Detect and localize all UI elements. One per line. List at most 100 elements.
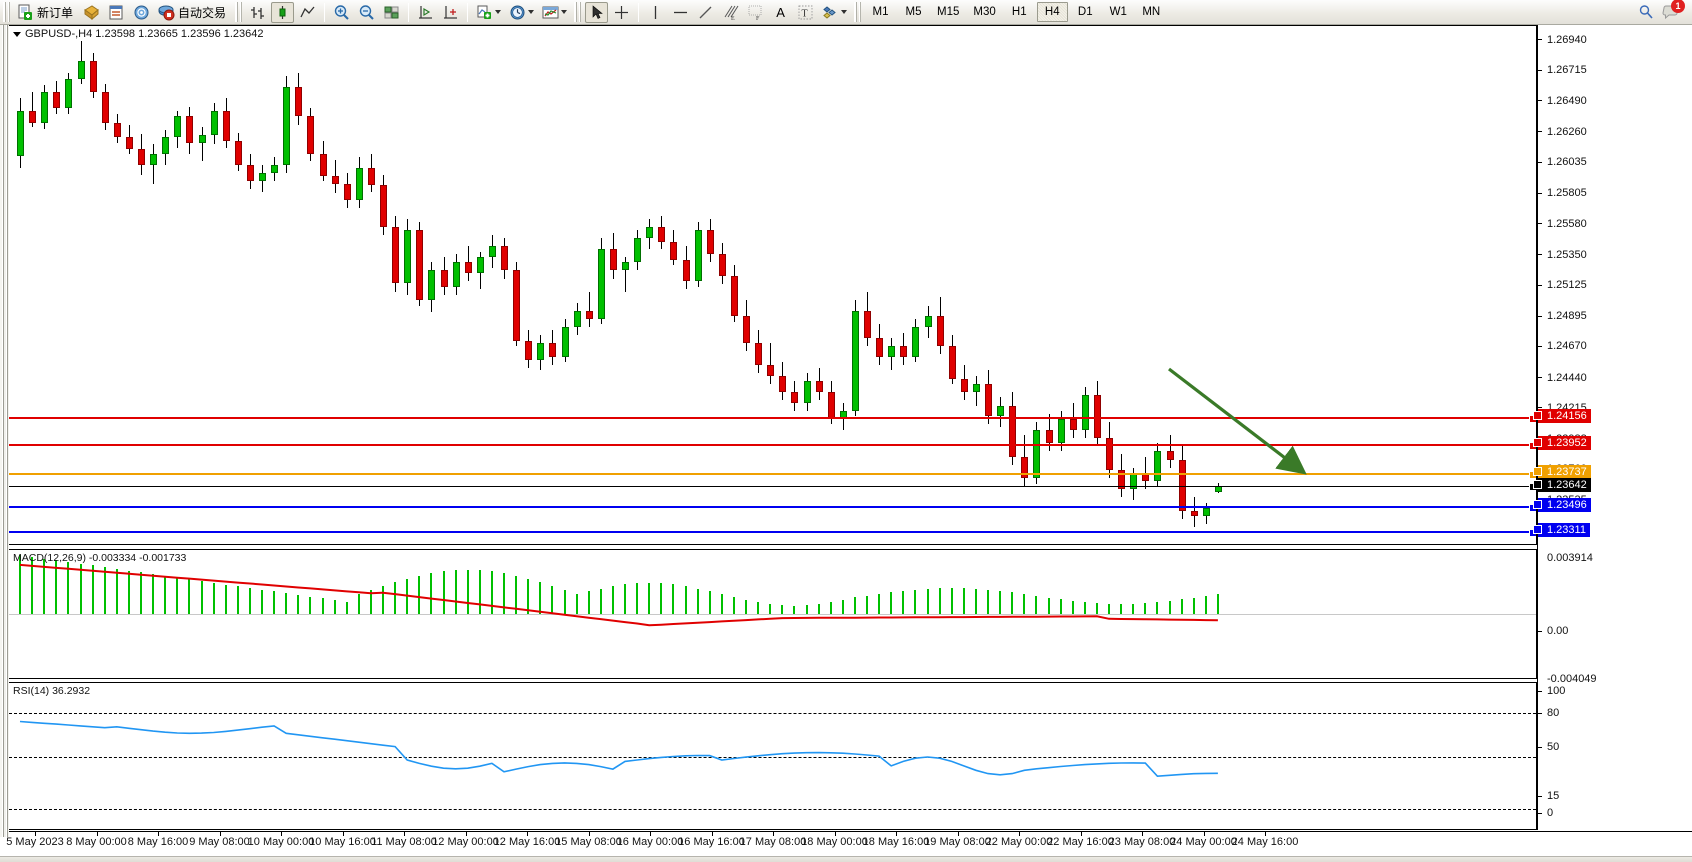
support-line-2[interactable] [9,529,1536,537]
timeframe-h4-button[interactable]: H4 [1036,2,1068,22]
line-chart-button[interactable] [296,2,319,23]
timeframe-h1-button[interactable]: H1 [1011,6,1027,18]
current-price-line-handle[interactable] [1529,483,1536,492]
periods-button[interactable] [506,2,537,23]
chart-shift-icon [442,4,459,21]
toolbar-grip-1[interactable] [3,2,10,22]
badge-handle[interactable] [1533,467,1542,477]
candle-body [513,270,521,341]
resistance-line-1-handle[interactable] [1529,414,1536,423]
toolbar-grip-4[interactable] [854,2,862,22]
price-scale[interactable]: 1.26940 1.26715 1.26490 1.26260 1.26035 1.258… [1533,25,1692,830]
candlestick [985,370,992,425]
time-label: 8 May 16:00 [127,836,189,848]
support-line-1-handle[interactable] [1529,504,1536,513]
toolbar-grip-3[interactable] [574,2,582,22]
tile-windows-button[interactable] [380,2,403,23]
resistance-line-2-badge[interactable]: 1.23952 [1533,436,1591,451]
resistance-line-1-badge[interactable]: 1.24156 [1533,408,1591,423]
candlestick [392,216,400,293]
badge-handle[interactable] [1533,410,1542,420]
tick-dash [1538,812,1542,814]
text-label-button[interactable]: T [794,2,817,23]
navigator-button[interactable] [130,2,153,23]
chart-title-caret-icon[interactable] [13,31,21,37]
price-chart-pane[interactable]: GBPUSD-,H4 1.23598 1.23665 1.23596 1.236… [9,25,1537,545]
rsi-indicator-pane[interactable]: RSI(14) 36.2932 [9,682,1537,830]
badge-handle[interactable] [1533,438,1542,448]
chart-left-grip[interactable] [0,25,9,837]
chart-shift-button[interactable] [439,2,462,23]
rsi-level-50 [9,757,1536,758]
candle-body [488,246,496,257]
badge-handle[interactable] [1533,480,1542,490]
macd-indicator-pane[interactable]: MACD(12,26,9) -0.003334 -0.001733 [9,549,1537,679]
chat-notification-button[interactable]: 1 [1659,0,1685,23]
new-order-button[interactable]: 新订单 [14,2,78,23]
entry-line[interactable] [9,471,1536,480]
timeframe-m30-button[interactable]: M30 [973,6,996,18]
text-button[interactable]: A [769,2,792,23]
timeframe-m1-button[interactable]: M1 [872,6,889,18]
indicators-button[interactable] [473,2,504,23]
cursor-button[interactable] [585,1,609,23]
fibonacci-button[interactable]: E [719,2,742,23]
badge-handle[interactable] [1533,500,1542,510]
objects-dropdown-caret[interactable] [841,10,848,14]
macd-histogram-bar [527,578,530,614]
data-window-button[interactable] [105,2,128,23]
support-line-1-badge[interactable]: 1.23496 [1533,498,1591,513]
current-price-line[interactable] [9,483,1536,492]
price-tick: 1.24670 [1538,340,1587,352]
time-tick [896,832,897,836]
toolbar-grip-2[interactable] [235,2,243,22]
support-line-2-handle[interactable] [1529,529,1536,537]
support-line-2-badge[interactable]: 1.23311 [1533,523,1590,537]
macd-histogram-bar [224,584,227,614]
macd-histogram-bar [1059,599,1062,614]
macd-histogram-bar [1132,603,1135,614]
templates-dropdown-caret[interactable] [561,10,568,14]
auto-scroll-button[interactable] [414,2,437,23]
tick-dash [1538,407,1542,409]
candlestick [779,362,787,401]
crosshair-button[interactable] [610,2,633,23]
candlestick-chart-button[interactable] [271,1,295,23]
price-tick: 1.26490 [1538,95,1587,107]
templates-button[interactable] [539,2,570,23]
entry-line-badge[interactable]: 1.23737 [1533,465,1591,480]
resistance-line-1[interactable] [9,414,1536,423]
timeframe-m15-button[interactable]: M15 [937,6,960,18]
badge-handle[interactable] [1533,525,1542,534]
resistance-line-2[interactable] [9,442,1536,451]
candle-body [355,167,363,201]
entry-line-handle[interactable] [1529,471,1536,480]
macd-histogram-bar [382,585,384,614]
trendline-button[interactable] [694,2,717,23]
market-watch-button[interactable] [80,2,103,23]
bar-chart-button[interactable] [246,2,269,23]
badge-value: 1.23737 [1547,466,1587,479]
auto-trading-button[interactable]: 自动交易 [155,2,231,23]
zoom-in-button[interactable] [330,2,353,23]
resistance-line-2-handle[interactable] [1529,442,1536,451]
timeframe-mn-button[interactable]: MN [1142,6,1161,18]
support-line-1[interactable] [9,504,1536,513]
periods-dropdown-caret[interactable] [528,10,535,14]
zoom-out-button[interactable] [355,2,378,23]
candle-body [234,140,242,166]
current-price-line-badge[interactable]: 1.23642 [1533,478,1591,493]
timeframe-m5-button[interactable]: M5 [905,6,922,18]
time-axis[interactable]: 5 May 2023 8 May 00:00 8 May 16:00 9 May 08… [6,831,1692,857]
macd-histogram-bar [587,591,590,614]
time-tick [1080,832,1082,836]
vertical-line-button[interactable] [644,2,667,23]
equidistant-channel-button[interactable]: F [744,2,767,23]
horizontal-line-button[interactable] [669,2,692,23]
timeframe-w1-button[interactable]: W1 [1109,6,1127,18]
timeframe-d1-button[interactable]: D1 [1077,6,1093,18]
candlestick [174,111,182,148]
search-button[interactable] [1634,2,1657,23]
objects-button[interactable] [819,2,850,23]
indicators-dropdown-caret[interactable] [495,10,502,14]
